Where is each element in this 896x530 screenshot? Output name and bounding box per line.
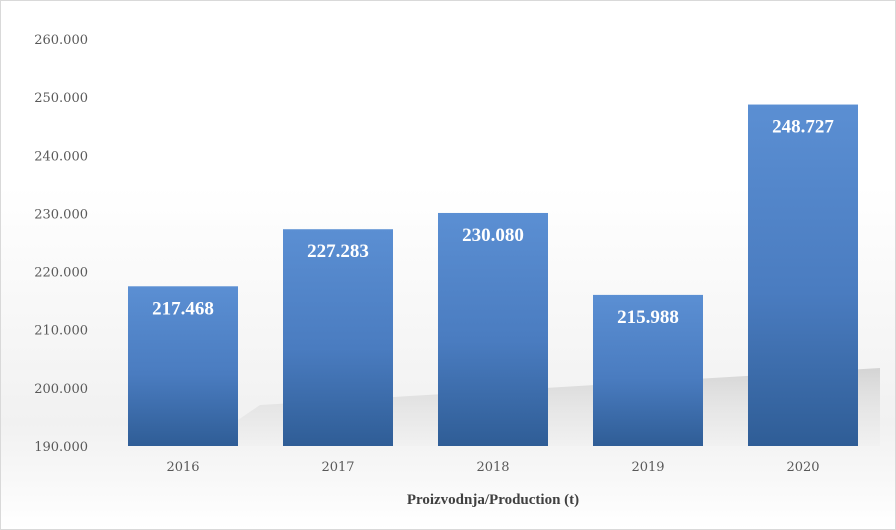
- data-label-2016: 217.468: [152, 298, 214, 319]
- data-label-2018: 230.080: [462, 225, 524, 246]
- data-label-2017: 227.283: [307, 241, 369, 262]
- x-axis-title: Proizvodnja/Production (t): [407, 492, 579, 508]
- y-tick-label: 260.000: [34, 33, 88, 48]
- y-tick-label: 220.000: [34, 266, 88, 281]
- x-tick-label-2018: 2018: [476, 460, 509, 475]
- x-tick-label-2016: 2016: [166, 460, 199, 475]
- bar-2017: [283, 229, 393, 446]
- y-tick-label: 240.000: [34, 149, 88, 164]
- bar-2020: [748, 104, 858, 447]
- data-label-2020: 248.727: [772, 117, 834, 138]
- data-label-2019: 215.988: [617, 307, 679, 328]
- bar-2019: [593, 294, 703, 446]
- x-tick-label-2020: 2020: [786, 460, 819, 475]
- y-axis: 190.000 200.000 210.000 220.000 230.000 240.0…: [34, 33, 88, 455]
- x-tick-label-2019: 2019: [631, 460, 664, 475]
- y-tick-label: 250.000: [34, 91, 88, 106]
- x-axis: 2016 2017 2018 2019 2020: [166, 460, 819, 475]
- bar-2018: [438, 212, 548, 446]
- bars: 217.468 227.283 230.080 215.988 248.727: [128, 104, 858, 447]
- y-tick-label: 190.000: [34, 440, 88, 455]
- y-tick-label: 230.000: [34, 207, 88, 222]
- y-tick-label: 210.000: [34, 324, 88, 339]
- bar-2016: [128, 286, 238, 446]
- y-tick-label: 200.000: [34, 382, 88, 397]
- x-tick-label-2017: 2017: [321, 460, 354, 475]
